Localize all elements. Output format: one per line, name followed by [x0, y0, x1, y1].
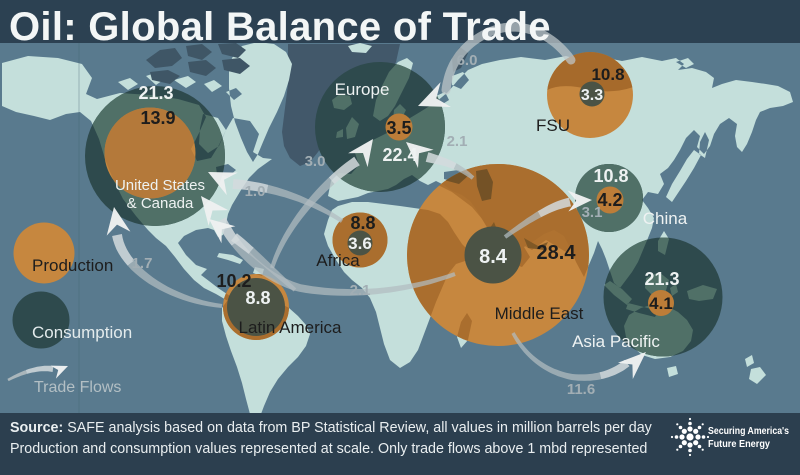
svg-text:3.6: 3.6: [348, 234, 372, 253]
svg-text:8.8: 8.8: [350, 213, 375, 233]
svg-text:21.3: 21.3: [644, 269, 679, 289]
svg-text:4.1: 4.1: [649, 294, 673, 313]
svg-text:3.5: 3.5: [386, 118, 411, 138]
svg-text:3.3: 3.3: [581, 87, 603, 104]
svg-text:Consumption: Consumption: [32, 323, 132, 342]
svg-text:FSU: FSU: [536, 116, 570, 135]
svg-text:Securing America's: Securing America's: [708, 425, 789, 437]
svg-text:2.1: 2.1: [447, 133, 468, 150]
svg-text:2.1: 2.1: [350, 282, 371, 299]
svg-text:1.0: 1.0: [245, 183, 266, 200]
svg-text:Africa: Africa: [316, 251, 360, 270]
svg-text:1.7: 1.7: [132, 255, 153, 272]
svg-text:11.6: 11.6: [567, 381, 595, 398]
svg-text:6.0: 6.0: [457, 52, 478, 69]
svg-text:10.2: 10.2: [216, 271, 251, 291]
svg-text:Trade Flows: Trade Flows: [34, 379, 121, 396]
svg-text:3.1: 3.1: [582, 204, 603, 221]
svg-text:Production and consumption val: Production and consumption values repres…: [10, 441, 647, 457]
svg-text:28.4: 28.4: [537, 242, 577, 264]
svg-text:13.9: 13.9: [140, 108, 175, 128]
svg-text:Production: Production: [32, 256, 113, 275]
svg-text:Middle East: Middle East: [495, 304, 584, 323]
svg-text:Oil: Global Balance of Trade: Oil: Global Balance of Trade: [9, 5, 551, 49]
svg-text:China: China: [643, 209, 688, 228]
svg-text:8.8: 8.8: [245, 288, 270, 308]
svg-text:22.4: 22.4: [382, 145, 417, 165]
svg-text:4.2: 4.2: [597, 190, 622, 210]
svg-text:& Canada: & Canada: [127, 195, 194, 212]
svg-text:Asia Pacific: Asia Pacific: [572, 332, 660, 351]
svg-text:Latin America: Latin America: [239, 318, 343, 337]
svg-text:United States: United States: [115, 177, 205, 194]
svg-text:10.8: 10.8: [591, 65, 624, 84]
svg-text:8.4: 8.4: [479, 246, 508, 268]
svg-text:21.3: 21.3: [138, 83, 173, 103]
svg-text:Future Energy: Future Energy: [708, 438, 770, 450]
svg-text:10.8: 10.8: [593, 166, 628, 186]
svg-text:Europe: Europe: [335, 80, 390, 99]
svg-text:3.0: 3.0: [305, 153, 326, 170]
svg-text:Source: SAFE analysis based on: Source: SAFE analysis based on data from…: [10, 420, 653, 436]
